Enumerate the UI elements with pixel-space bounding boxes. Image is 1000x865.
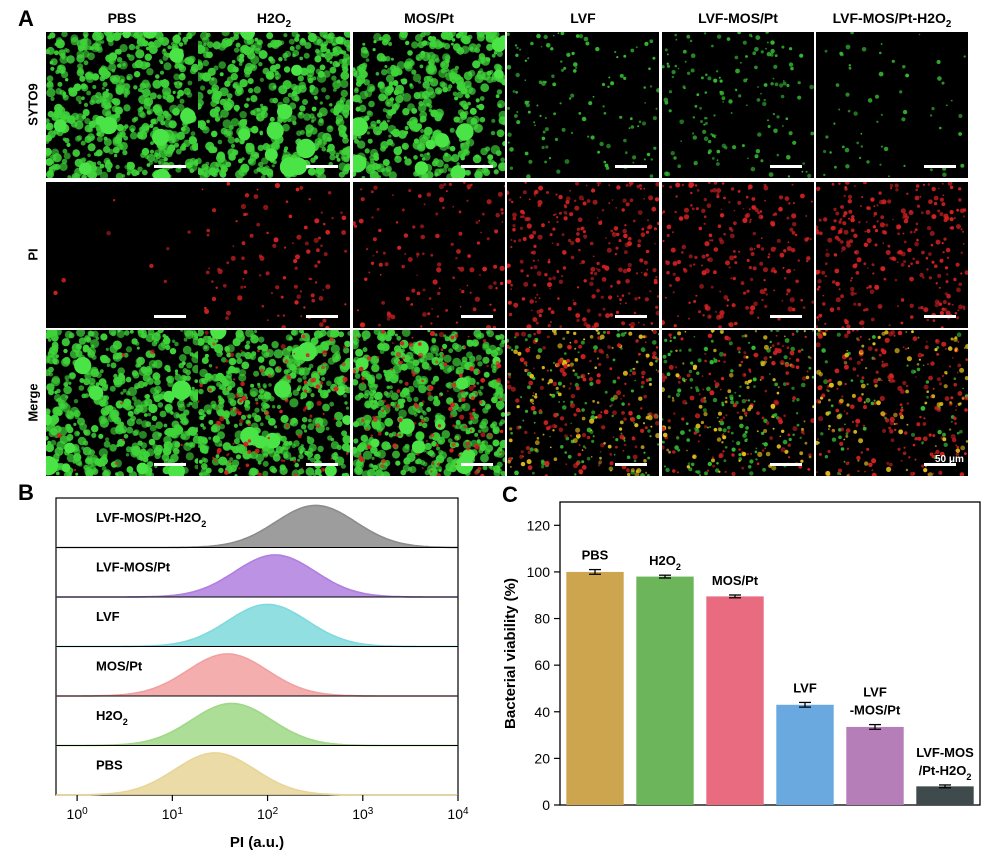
x-tick-label: 100 [67,806,89,823]
series-label: MOS/Pt [96,658,143,673]
scale-bar [770,315,802,318]
histogram-area [56,752,458,795]
micrograph-tile [816,182,968,328]
series-label: PBS [96,757,123,772]
micrograph-tile [662,182,814,328]
panel-b-label: B [18,480,34,505]
bar-label: MOS/Pt [712,573,759,588]
scale-bar [615,315,647,318]
bar-label: LVF [863,685,887,700]
bar [776,704,834,805]
panel-a-label: A [18,6,34,31]
y-tick-label: 100 [527,564,551,580]
micrograph-tile [353,32,505,178]
column-header: LVF-MOS/Pt [698,10,778,26]
x-tick-label: 101 [162,806,184,823]
bar-label: -MOS/Pt [850,703,901,718]
bar-label: LVF [793,680,817,695]
scale-bar [461,165,493,168]
bar-label: /Pt-H2O2 [919,763,972,782]
bar [846,726,904,805]
histogram-chart: LVF-MOS/Pt-H2O2 LVF-MOS/Pt LVF MOS/Pt H2O2 PB… [55,497,469,851]
scale-bar [924,165,956,168]
histogram-outline [56,752,458,796]
micrograph-tile [198,32,350,178]
series-label: H2O2 [96,708,128,727]
column-header: LVF [570,10,596,26]
y-tick-label: 20 [534,750,550,766]
micrograph-tile [816,32,968,178]
bar [916,786,974,805]
y-axis-label: Bacterial viability (%) [502,578,519,729]
scale-bar [154,463,186,466]
bar [636,576,694,805]
x-tick-label: 103 [352,806,374,823]
micrograph-tile [662,330,814,476]
series-label: LVF-MOS/Pt [96,559,171,574]
micrograph-tile [507,330,659,476]
histogram-area [56,604,458,647]
histogram-area [56,703,458,746]
y-tick-label: 40 [534,704,550,720]
series-label: LVF [96,609,120,624]
scale-bar [924,463,956,466]
scale-bar [770,463,802,466]
micrograph-tile [507,182,659,328]
scale-bar [306,165,338,168]
panel-c-label: C [502,482,518,507]
column-header: LVF-MOS/Pt-H2O2 [832,10,952,30]
x-tick-label: 102 [257,806,279,823]
scale-bar [306,463,338,466]
column-header: PBS [107,10,137,26]
bar-chart: 0 20 40 60 80 100 120 Bacterial viability (%) PB… [502,501,981,813]
micrograph-tile [662,32,814,178]
micrograph-tile [198,330,350,476]
scale-bar [154,315,186,318]
scale-bar [461,463,493,466]
scale-bar [615,165,647,168]
scale-bar [770,165,802,168]
x-tick-label: 104 [447,806,469,823]
scale-bar [306,315,338,318]
scale-bar-label: 50 μm [935,454,964,465]
column-header: MOS/Pt [404,10,454,26]
micrograph-tile [198,182,350,328]
micrograph-tile [46,330,198,476]
micrograph-tile [46,32,198,178]
scale-bar [924,315,956,318]
histogram-area [56,505,458,548]
plot-frame [559,501,981,806]
y-tick-label: 120 [527,517,551,533]
micrograph-tile [816,330,968,476]
micrograph-tile [353,330,505,476]
row-header: SYTO9 [25,83,41,126]
series-label: LVF-MOS/Pt-H2O2 [96,510,206,529]
histogram-area [56,554,458,597]
y-tick-label: 60 [534,657,550,673]
micrograph-tile [46,182,198,328]
bar-label: LVF-MOS [916,745,974,760]
micrograph-tile [507,32,659,178]
bar-label: PBS [582,548,609,563]
row-header: Merge [25,383,41,422]
scale-bar [615,463,647,466]
y-tick-label: 0 [542,797,550,813]
column-header: H2O2 [256,10,292,30]
bar-label: H2O2 [649,553,681,572]
bar [566,571,624,805]
scale-bar [154,165,186,168]
bar [706,596,764,805]
x-axis-label: PI (a.u.) [230,834,284,851]
histogram-area [56,653,458,696]
y-tick-label: 80 [534,611,550,627]
micrograph-tile [353,182,505,328]
scale-bar [461,315,493,318]
row-header: PI [25,248,41,261]
